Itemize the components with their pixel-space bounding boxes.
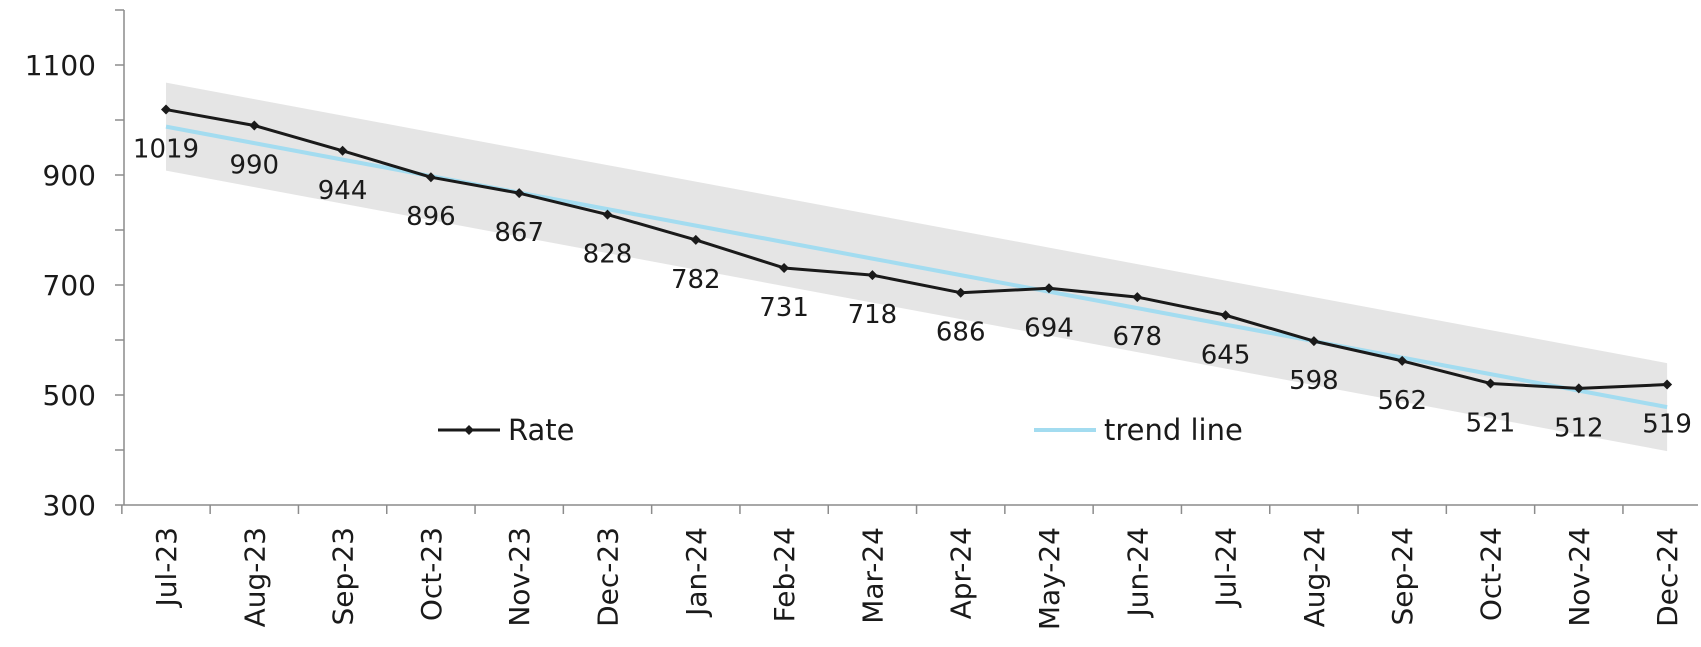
rate-data-label: 645	[1201, 340, 1251, 370]
y-tick-label: 300	[43, 489, 96, 522]
axes: 1100 900 700 500 300 Jul-23 Aug-23 Sep-23 Oct-23…	[25, 9, 1698, 630]
x-tick-label: Dec-24	[1651, 527, 1684, 627]
rate-data-label: 718	[848, 300, 898, 330]
x-tick-label: Aug-24	[1298, 527, 1331, 627]
rate-data-label: 598	[1289, 366, 1339, 396]
rate-data-label: 519	[1642, 410, 1692, 440]
x-tick-label: Nov-23	[503, 527, 536, 627]
rate-point	[1220, 310, 1231, 321]
rate-data-label: 694	[1024, 313, 1074, 343]
x-tick-label: Jan-24	[680, 527, 713, 618]
x-tick-label: Jul-23	[150, 527, 183, 609]
rate-point	[249, 120, 260, 131]
trend-line-series	[165, 124, 1668, 410]
rate-data-label: 686	[936, 318, 986, 348]
rate-data-label: 828	[583, 240, 633, 270]
rate-data-label: 944	[318, 176, 368, 206]
x-tick-label: Apr-24	[945, 527, 978, 619]
rate-data-label: 512	[1554, 413, 1604, 443]
rate-point	[1308, 336, 1319, 347]
rate-point	[690, 234, 701, 245]
rate-data-label: 896	[406, 202, 456, 232]
rate-point	[1485, 378, 1496, 389]
legend: Rate trend line	[438, 413, 1243, 447]
rate-point	[1662, 379, 1673, 390]
x-tick-label: May-24	[1033, 527, 1066, 630]
rate-data-label: 521	[1466, 408, 1516, 438]
rate-point	[955, 287, 966, 298]
rate-point	[161, 104, 171, 115]
rate-point	[602, 209, 613, 220]
y-tick-label: 1100	[25, 49, 96, 82]
y-tick-label: 900	[43, 159, 96, 192]
x-tick-label: Nov-24	[1563, 527, 1596, 627]
rate-point	[425, 172, 436, 183]
legend-trend-label: trend line	[1104, 413, 1243, 447]
rate-line	[165, 108, 1668, 390]
legend-rate-label: Rate	[508, 413, 575, 447]
data-labels: 1019 990 944 896 867 828 782 731 718 686 694 678 645…	[133, 135, 1692, 444]
rate-point	[1132, 292, 1143, 303]
x-tick-label: Mar-24	[856, 527, 889, 624]
x-tick-label: Jul-24	[1210, 527, 1243, 609]
rate-data-label: 990	[229, 151, 279, 181]
rate-data-label: 562	[1377, 386, 1427, 416]
rate-data-label: 782	[671, 265, 721, 295]
rate-point	[867, 270, 878, 281]
rate-point	[779, 262, 790, 273]
rate-data-label: 731	[759, 293, 809, 323]
rate-point	[337, 145, 348, 156]
x-tick-label: Feb-24	[768, 527, 801, 622]
trend-line	[165, 124, 1668, 410]
rate-data-label: 678	[1112, 322, 1162, 352]
rate-data-label: 1019	[133, 135, 199, 165]
rate-point	[514, 188, 525, 199]
x-tick-label: Oct-24	[1475, 527, 1508, 621]
y-tick-label: 700	[43, 269, 96, 302]
x-tick-label: Dec-23	[592, 527, 625, 627]
x-tick-label: Oct-23	[415, 527, 448, 621]
rate-series	[161, 104, 1673, 394]
legend-rate-marker	[464, 425, 474, 435]
x-tick-label: Aug-23	[238, 527, 271, 627]
y-tick-label: 500	[43, 379, 96, 412]
rate-data-label: 867	[494, 218, 544, 248]
x-tick-label: Sep-24	[1386, 527, 1419, 626]
rate-point	[1573, 383, 1584, 394]
rate-point	[1397, 355, 1408, 366]
x-tick-label: Sep-23	[327, 527, 360, 626]
rate-point	[1044, 283, 1054, 294]
x-tick-label: Jun-24	[1121, 527, 1154, 618]
